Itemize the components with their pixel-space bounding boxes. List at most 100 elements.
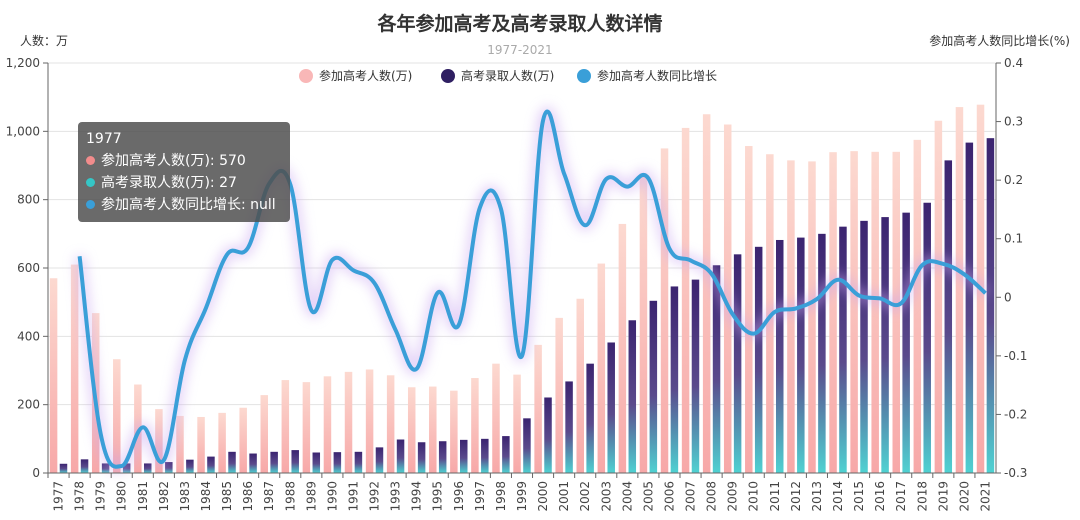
legend-label: 参加高考人数(万) xyxy=(319,68,412,83)
right-tick-label: 0.4 xyxy=(1004,56,1023,70)
bar-applicants xyxy=(618,223,627,473)
x-tick-label: 2010 xyxy=(747,481,761,512)
x-tick-label: 1993 xyxy=(389,481,403,512)
bar-admitted xyxy=(923,202,931,473)
tooltip-dot-icon xyxy=(86,155,95,165)
x-tick-label: 1987 xyxy=(262,481,276,512)
right-tick-label: 0.3 xyxy=(1004,115,1023,129)
tooltip-year: 1977 xyxy=(86,131,122,147)
bar-applicants xyxy=(534,344,542,473)
x-tick-label: 2004 xyxy=(620,481,634,512)
bar-applicants xyxy=(239,407,247,473)
x-tick-label: 2016 xyxy=(873,481,887,512)
x-tick-label: 2020 xyxy=(957,481,971,512)
chart-title: 各年参加高考及高考录取人数详情 xyxy=(376,12,662,35)
bar-admitted xyxy=(333,452,342,473)
x-tick-label: 2019 xyxy=(936,481,950,512)
x-tick-label: 2011 xyxy=(768,481,782,512)
bar-admitted xyxy=(165,462,173,473)
bar-applicants xyxy=(471,378,479,473)
x-tick-label: 2006 xyxy=(662,481,676,512)
left-tick-label: 400 xyxy=(17,329,40,343)
legend-label: 高考录取人数(万) xyxy=(461,68,554,83)
x-tick-label: 1998 xyxy=(494,481,508,512)
x-tick-label: 1995 xyxy=(431,481,445,512)
tooltip-dot-icon xyxy=(86,199,95,209)
x-tick-label: 2002 xyxy=(578,481,592,512)
bar-admitted xyxy=(649,300,658,473)
bar-admitted xyxy=(396,439,405,473)
tooltip-row-admitted: 高考录取人数(万): 27 xyxy=(86,172,282,194)
bar-applicants xyxy=(302,382,311,473)
x-tick-label: 1997 xyxy=(473,481,487,512)
bar-applicants xyxy=(913,139,922,473)
legend-label: 参加高考人数同比增长 xyxy=(597,68,717,83)
legend-marker-icon xyxy=(441,69,455,83)
bar-applicants xyxy=(113,359,121,473)
bar-admitted xyxy=(944,160,953,473)
bar-admitted xyxy=(986,138,995,473)
x-tick-label: 1986 xyxy=(241,481,255,512)
x-tick-label: 2005 xyxy=(641,481,655,512)
bar-applicants xyxy=(871,151,879,474)
bar-admitted xyxy=(670,286,679,473)
x-tick-label: 1979 xyxy=(94,481,108,512)
bar-applicants xyxy=(955,107,964,473)
bar-applicants xyxy=(702,114,711,473)
bar-applicants xyxy=(218,412,226,473)
bar-applicants xyxy=(681,127,690,474)
bar-applicants xyxy=(492,363,500,473)
bar-applicants xyxy=(829,152,837,474)
bar-admitted xyxy=(375,447,384,473)
bar-admitted xyxy=(902,212,910,473)
chart-subtitle: 1977-2021 xyxy=(487,43,552,57)
bar-applicants xyxy=(344,371,353,473)
bar-admitted xyxy=(59,463,68,473)
bar-applicants xyxy=(365,369,374,473)
x-tick-label: 1978 xyxy=(73,481,87,512)
bar-applicants xyxy=(787,160,795,473)
x-tick-label: 1990 xyxy=(325,481,339,512)
bar-admitted xyxy=(754,246,763,473)
bar-admitted xyxy=(438,441,447,473)
x-tick-label: 2009 xyxy=(726,481,740,512)
x-tick-label: 1983 xyxy=(178,481,192,512)
bar-applicants xyxy=(745,146,753,473)
bar-applicants xyxy=(555,317,563,473)
bar-admitted xyxy=(291,450,299,473)
left-tick-label: 1,000 xyxy=(6,124,40,138)
bar-applicants xyxy=(155,409,163,473)
right-tick-label: 0 xyxy=(1004,290,1012,304)
bar-admitted xyxy=(839,226,847,473)
x-tick-label: 1989 xyxy=(304,481,318,512)
bar-applicants xyxy=(850,151,858,473)
right-tick-label: -0.3 xyxy=(1004,466,1027,480)
x-tick-label: 2021 xyxy=(978,481,992,512)
x-tick-label: 1977 xyxy=(52,481,66,512)
legend-marker-icon xyxy=(299,69,313,83)
x-tick-label: 1980 xyxy=(115,481,129,512)
bar-admitted xyxy=(80,459,89,473)
x-tick-label: 2003 xyxy=(599,481,613,512)
bar-applicants xyxy=(70,264,79,473)
right-tick-label: -0.2 xyxy=(1004,407,1027,421)
x-tick-label: 2014 xyxy=(831,481,845,512)
x-tick-label: 1984 xyxy=(199,481,213,512)
x-tick-label: 1985 xyxy=(220,481,234,512)
left-tick-label: 600 xyxy=(17,261,40,275)
bar-admitted xyxy=(228,451,236,473)
right-tick-label: 0.2 xyxy=(1004,173,1023,187)
bar-applicants xyxy=(323,376,332,473)
bar-admitted xyxy=(965,142,974,473)
bar-admitted xyxy=(186,459,194,473)
bar-admitted xyxy=(733,254,742,473)
bar-admitted xyxy=(354,451,363,473)
bar-admitted xyxy=(481,438,489,473)
x-tick-label: 1994 xyxy=(410,481,424,512)
bar-admitted xyxy=(628,320,637,473)
bar-admitted xyxy=(270,451,278,473)
left-tick-label: 0 xyxy=(32,466,40,480)
left-tick-label: 800 xyxy=(17,193,40,207)
bar-applicants xyxy=(660,148,669,473)
